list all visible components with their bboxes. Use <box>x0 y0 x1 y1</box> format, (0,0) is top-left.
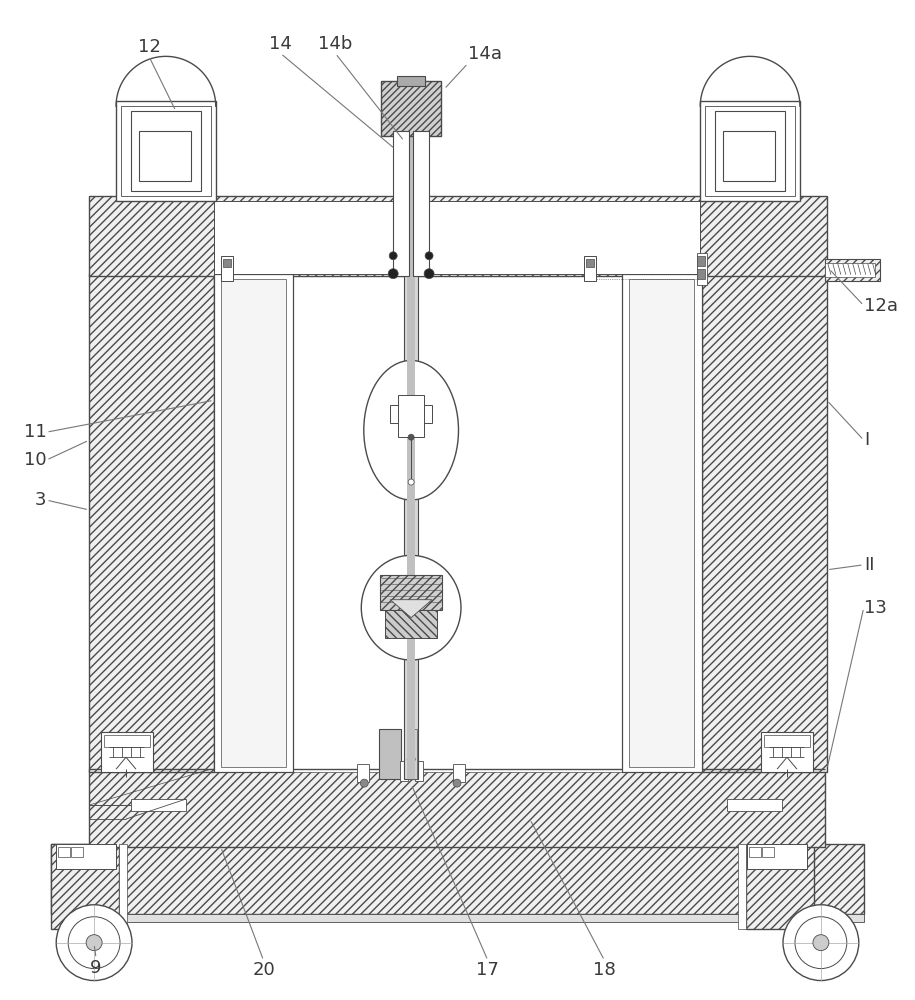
Bar <box>702 274 827 772</box>
Bar <box>393 131 429 276</box>
Circle shape <box>407 755 415 763</box>
Bar <box>116 101 216 201</box>
Text: 18: 18 <box>593 961 616 979</box>
Circle shape <box>86 935 102 951</box>
Bar <box>764 735 810 747</box>
Bar <box>101 732 153 772</box>
Bar <box>139 131 191 181</box>
Text: I: I <box>864 431 869 449</box>
Text: 12: 12 <box>137 38 160 56</box>
Bar <box>400 761 408 781</box>
Bar <box>397 76 425 86</box>
Bar <box>357 764 370 782</box>
Circle shape <box>388 269 398 279</box>
Circle shape <box>813 935 829 951</box>
Bar <box>749 847 761 857</box>
Text: 3: 3 <box>35 491 47 509</box>
Bar <box>382 81 441 136</box>
Bar <box>121 106 210 196</box>
Ellipse shape <box>361 555 461 660</box>
Circle shape <box>425 252 433 260</box>
Bar <box>221 279 285 767</box>
Polygon shape <box>390 600 432 618</box>
Bar <box>414 131 429 276</box>
Bar <box>723 131 775 181</box>
Bar <box>56 844 116 869</box>
Text: 14: 14 <box>269 35 292 53</box>
Bar <box>214 201 700 274</box>
Bar <box>59 847 70 857</box>
Bar <box>825 259 879 281</box>
Bar <box>393 131 409 276</box>
Text: 14b: 14b <box>318 35 352 53</box>
Bar <box>51 844 864 914</box>
Bar <box>221 256 232 281</box>
Bar <box>700 101 800 201</box>
Bar <box>761 732 813 772</box>
Bar <box>705 106 795 196</box>
Bar <box>104 735 150 747</box>
Bar <box>398 395 424 437</box>
Bar <box>404 81 418 779</box>
Bar <box>697 253 707 285</box>
Circle shape <box>69 917 120 969</box>
Circle shape <box>783 905 859 981</box>
Circle shape <box>408 434 414 440</box>
Circle shape <box>408 479 414 485</box>
Bar <box>71 847 83 857</box>
Text: 13: 13 <box>864 599 887 617</box>
Bar <box>746 844 814 929</box>
Bar <box>697 269 705 279</box>
Circle shape <box>795 917 846 969</box>
Circle shape <box>424 269 434 279</box>
Bar <box>51 914 864 922</box>
Bar <box>453 764 465 782</box>
Ellipse shape <box>364 360 458 500</box>
Circle shape <box>56 905 132 981</box>
Bar <box>586 259 594 267</box>
Circle shape <box>389 252 397 260</box>
Bar <box>214 274 294 772</box>
Bar <box>622 274 702 772</box>
Bar <box>748 844 807 869</box>
Bar <box>762 847 774 857</box>
Bar <box>825 263 875 277</box>
Bar <box>584 256 596 281</box>
Text: 17: 17 <box>477 961 500 979</box>
Text: 20: 20 <box>253 961 275 979</box>
Bar <box>738 844 746 929</box>
Bar <box>716 111 785 191</box>
Bar <box>407 729 417 779</box>
Bar <box>630 279 694 767</box>
Bar <box>131 111 200 191</box>
Circle shape <box>361 779 368 787</box>
Bar <box>390 405 432 423</box>
Bar <box>385 610 437 638</box>
Bar <box>697 256 705 266</box>
Bar <box>222 259 231 267</box>
Bar <box>415 761 423 781</box>
Bar <box>89 274 214 772</box>
Bar <box>51 844 119 929</box>
Bar <box>727 799 782 811</box>
Bar <box>379 729 401 779</box>
Circle shape <box>453 779 461 787</box>
Bar <box>89 769 825 847</box>
Text: 11: 11 <box>24 423 47 441</box>
Bar <box>89 196 827 276</box>
Bar <box>381 575 442 610</box>
Bar <box>294 274 628 772</box>
Bar <box>407 81 415 779</box>
Text: 12a: 12a <box>864 297 898 315</box>
Text: 14a: 14a <box>468 45 502 63</box>
Text: II: II <box>864 556 874 574</box>
Text: 10: 10 <box>24 451 47 469</box>
Bar <box>131 799 186 811</box>
Text: 9: 9 <box>91 959 102 977</box>
Bar <box>119 844 127 929</box>
